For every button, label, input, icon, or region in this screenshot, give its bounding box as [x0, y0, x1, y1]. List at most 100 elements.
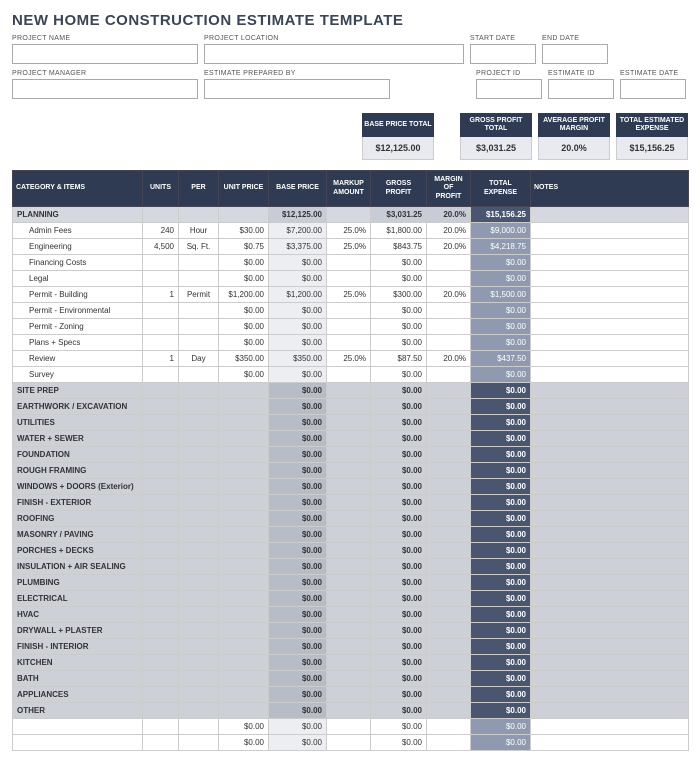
- cell-margin[interactable]: [427, 735, 471, 751]
- cell-base_price[interactable]: $0.00: [269, 719, 327, 735]
- cell-notes[interactable]: [531, 399, 689, 415]
- meta-input[interactable]: [620, 79, 686, 99]
- cell-notes[interactable]: [531, 463, 689, 479]
- cell-total_expense[interactable]: $0.00: [471, 639, 531, 655]
- cell-markup[interactable]: [327, 591, 371, 607]
- cell-gross_profit[interactable]: $0.00: [371, 383, 427, 399]
- cell-markup[interactable]: [327, 383, 371, 399]
- cell-notes[interactable]: [531, 351, 689, 367]
- cell-notes[interactable]: [531, 575, 689, 591]
- cell-notes[interactable]: [531, 319, 689, 335]
- cell-name[interactable]: PLUMBING: [13, 575, 143, 591]
- cell-notes[interactable]: [531, 415, 689, 431]
- cell-units[interactable]: [143, 591, 179, 607]
- cell-unit_price[interactable]: [219, 207, 269, 223]
- cell-margin[interactable]: [427, 255, 471, 271]
- cell-units[interactable]: [143, 719, 179, 735]
- cell-unit_price[interactable]: [219, 463, 269, 479]
- cell-total_expense[interactable]: $0.00: [471, 319, 531, 335]
- cell-markup[interactable]: [327, 447, 371, 463]
- cell-notes[interactable]: [531, 479, 689, 495]
- cell-name[interactable]: PORCHES + DECKS: [13, 543, 143, 559]
- cell-name[interactable]: DRYWALL + PLASTER: [13, 623, 143, 639]
- cell-gross_profit[interactable]: $3,031.25: [371, 207, 427, 223]
- cell-gross_profit[interactable]: $0.00: [371, 511, 427, 527]
- cell-markup[interactable]: [327, 607, 371, 623]
- cell-base_price[interactable]: $0.00: [269, 303, 327, 319]
- cell-notes[interactable]: [531, 527, 689, 543]
- cell-margin[interactable]: 20.0%: [427, 351, 471, 367]
- cell-name[interactable]: EARTHWORK / EXCAVATION: [13, 399, 143, 415]
- cell-unit_price[interactable]: [219, 479, 269, 495]
- cell-total_expense[interactable]: $0.00: [471, 527, 531, 543]
- cell-margin[interactable]: [427, 447, 471, 463]
- cell-name[interactable]: Permit - Zoning: [13, 319, 143, 335]
- cell-unit_price[interactable]: [219, 607, 269, 623]
- cell-gross_profit[interactable]: $1,800.00: [371, 223, 427, 239]
- cell-notes[interactable]: [531, 255, 689, 271]
- cell-units[interactable]: [143, 367, 179, 383]
- meta-input[interactable]: [204, 79, 390, 99]
- cell-base_price[interactable]: $350.00: [269, 351, 327, 367]
- cell-total_expense[interactable]: $0.00: [471, 623, 531, 639]
- cell-per[interactable]: [179, 319, 219, 335]
- cell-units[interactable]: [143, 735, 179, 751]
- cell-units[interactable]: [143, 255, 179, 271]
- cell-gross_profit[interactable]: $0.00: [371, 479, 427, 495]
- cell-markup[interactable]: [327, 623, 371, 639]
- cell-gross_profit[interactable]: $300.00: [371, 287, 427, 303]
- cell-base_price[interactable]: $0.00: [269, 335, 327, 351]
- cell-gross_profit[interactable]: $0.00: [371, 271, 427, 287]
- cell-base_price[interactable]: $0.00: [269, 527, 327, 543]
- cell-notes[interactable]: [531, 287, 689, 303]
- cell-name[interactable]: PLANNING: [13, 207, 143, 223]
- cell-unit_price[interactable]: $0.00: [219, 367, 269, 383]
- cell-markup[interactable]: [327, 495, 371, 511]
- cell-base_price[interactable]: $0.00: [269, 703, 327, 719]
- cell-units[interactable]: [143, 671, 179, 687]
- cell-name[interactable]: Survey: [13, 367, 143, 383]
- cell-base_price[interactable]: $0.00: [269, 383, 327, 399]
- cell-markup[interactable]: [327, 639, 371, 655]
- cell-notes[interactable]: [531, 719, 689, 735]
- cell-per[interactable]: [179, 431, 219, 447]
- cell-name[interactable]: Permit - Environmental: [13, 303, 143, 319]
- cell-gross_profit[interactable]: $0.00: [371, 255, 427, 271]
- cell-units[interactable]: [143, 543, 179, 559]
- cell-name[interactable]: Legal: [13, 271, 143, 287]
- cell-base_price[interactable]: $0.00: [269, 415, 327, 431]
- cell-per[interactable]: Hour: [179, 223, 219, 239]
- cell-gross_profit[interactable]: $843.75: [371, 239, 427, 255]
- cell-base_price[interactable]: $0.00: [269, 687, 327, 703]
- cell-notes[interactable]: [531, 303, 689, 319]
- cell-units[interactable]: [143, 399, 179, 415]
- cell-name[interactable]: FINISH - EXTERIOR: [13, 495, 143, 511]
- cell-margin[interactable]: [427, 271, 471, 287]
- cell-unit_price[interactable]: [219, 559, 269, 575]
- cell-units[interactable]: [143, 527, 179, 543]
- cell-total_expense[interactable]: $437.50: [471, 351, 531, 367]
- cell-markup[interactable]: [327, 559, 371, 575]
- cell-per[interactable]: [179, 383, 219, 399]
- cell-margin[interactable]: [427, 687, 471, 703]
- cell-per[interactable]: [179, 639, 219, 655]
- cell-unit_price[interactable]: [219, 687, 269, 703]
- cell-gross_profit[interactable]: $0.00: [371, 415, 427, 431]
- cell-total_expense[interactable]: $0.00: [471, 303, 531, 319]
- cell-units[interactable]: [143, 607, 179, 623]
- cell-name[interactable]: [13, 719, 143, 735]
- cell-notes[interactable]: [531, 559, 689, 575]
- cell-base_price[interactable]: $1,200.00: [269, 287, 327, 303]
- cell-margin[interactable]: [427, 479, 471, 495]
- cell-notes[interactable]: [531, 271, 689, 287]
- cell-markup[interactable]: [327, 527, 371, 543]
- cell-name[interactable]: ELECTRICAL: [13, 591, 143, 607]
- cell-units[interactable]: [143, 479, 179, 495]
- cell-name[interactable]: INSULATION + AIR SEALING: [13, 559, 143, 575]
- cell-notes[interactable]: [531, 671, 689, 687]
- cell-markup[interactable]: [327, 671, 371, 687]
- cell-per[interactable]: [179, 255, 219, 271]
- cell-unit_price[interactable]: [219, 623, 269, 639]
- cell-gross_profit[interactable]: $0.00: [371, 303, 427, 319]
- cell-margin[interactable]: [427, 335, 471, 351]
